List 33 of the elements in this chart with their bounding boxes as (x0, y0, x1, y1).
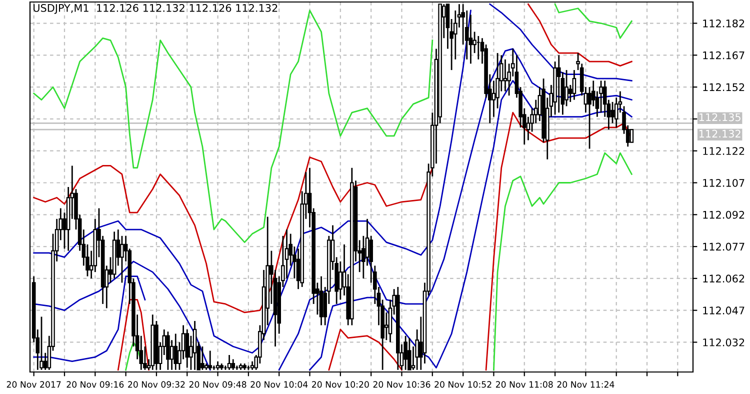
y-tick-label: 112.062 (703, 274, 744, 283)
y-tick-label: 112.047 (703, 306, 744, 314)
candlestick (120, 235, 124, 284)
ref-line-label: 112.132 (699, 130, 740, 138)
candlestick (610, 101, 614, 124)
x-tick-label: 20 Nov 10:04 (250, 381, 308, 388)
x-tick-label: 20 Nov 11:08 (496, 381, 553, 388)
x-tick-label: 20 Nov 2017 (6, 381, 61, 388)
x-tick-label: 20 Nov 10:36 (373, 381, 430, 388)
y-tick-label: 112.077 (703, 242, 744, 251)
candlestick (556, 54, 561, 114)
chart-title: USDJPY,M1 112.126 112.132 112.126 112.132 (34, 4, 278, 14)
candlestick (564, 69, 568, 107)
x-tick-label: 20 Nov 09:48 (189, 381, 246, 388)
y-tick-label: 112.107 (703, 178, 744, 187)
y-tick-label: 112.092 (703, 210, 744, 219)
candlestick (630, 129, 634, 143)
y-tick-label: 112.167 (703, 51, 744, 60)
x-tick-label: 20 Nov 10:52 (434, 381, 492, 388)
y-tick-label: 112.122 (703, 147, 744, 155)
candlestick (599, 80, 603, 114)
candlestick (185, 328, 190, 368)
y-tick-label: 112.032 (703, 338, 744, 346)
candlestick (503, 58, 508, 92)
candlestick (572, 69, 576, 101)
y-tick-label: 112.182 (703, 19, 744, 28)
y-tick-label: 112.152 (703, 83, 744, 92)
x-tick-label: 20 Nov 09:16 (66, 381, 124, 388)
ref-line-label: 112.135 (699, 113, 740, 122)
x-tick-label: 20 Nov 10:20 (312, 381, 369, 388)
x-tick-label: 20 Nov 09:32 (128, 381, 185, 388)
candlestick (468, 14, 473, 64)
x-tick-label: 20 Nov 11:24 (557, 381, 614, 388)
